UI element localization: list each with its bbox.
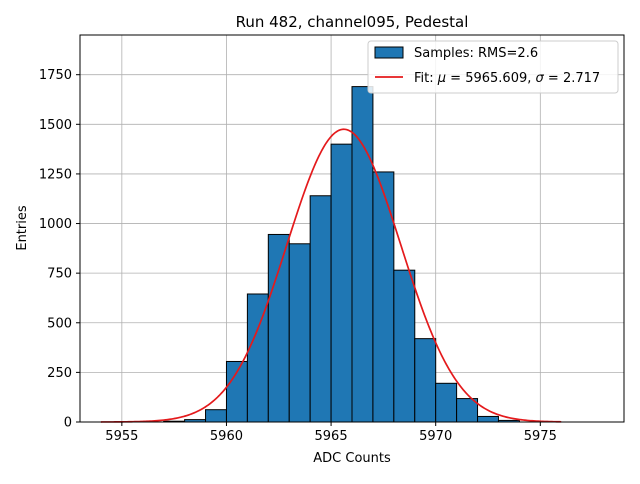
legend-fit-sep: , bbox=[527, 71, 535, 86]
histogram-bar bbox=[435, 382, 458, 423]
y-tick-label: 1250 bbox=[39, 167, 72, 182]
histogram-bar bbox=[372, 171, 395, 423]
gaussian-fit-line bbox=[100, 128, 562, 423]
histogram-bar bbox=[414, 338, 437, 423]
x-tick-label: 5960 bbox=[210, 429, 243, 444]
histogram-bar bbox=[246, 293, 269, 423]
y-axis-label: Entries bbox=[15, 205, 30, 251]
legend-fit-mu-symbol: μ bbox=[437, 71, 446, 86]
legend-fit-sigma-eq: = bbox=[544, 71, 563, 86]
histogram-bar bbox=[288, 243, 311, 423]
legend-samples-swatch bbox=[374, 46, 404, 59]
histogram-bar bbox=[351, 86, 374, 423]
histogram-bar bbox=[393, 269, 416, 423]
plot-frame bbox=[79, 34, 625, 423]
x-tick-label: 5955 bbox=[105, 429, 138, 444]
y-tick-label: 0 bbox=[64, 416, 72, 431]
legend-box bbox=[367, 40, 619, 94]
legend-fit-prefix: Fit: bbox=[414, 71, 438, 86]
y-tick-label: 1750 bbox=[39, 68, 72, 83]
legend-fit-mu-eq: = bbox=[446, 71, 465, 86]
x-axis-ticks: 5955 5960 5965 5970 5975 bbox=[105, 422, 557, 444]
x-tick-label: 5965 bbox=[315, 429, 348, 444]
legend-fit-sigma-symbol: σ bbox=[536, 71, 545, 86]
histogram-bar bbox=[309, 195, 332, 423]
legend: Samples: RMS=2.6 Fit: μ = 5965.609, σ = … bbox=[367, 40, 619, 94]
y-tick-label: 250 bbox=[47, 366, 72, 381]
histogram-bar bbox=[477, 415, 499, 423]
y-axis-ticks: 0 250 500 750 1000 1250 1500 1750 bbox=[39, 68, 80, 431]
chart-title: Run 482, channel095, Pedestal bbox=[236, 13, 469, 31]
fit-curve-group bbox=[100, 128, 562, 423]
legend-fit-sigma-value: 2.717 bbox=[563, 71, 600, 86]
y-tick-label: 750 bbox=[47, 267, 72, 282]
x-axis-label: ADC Counts bbox=[313, 451, 391, 466]
histogram-bar bbox=[205, 409, 227, 423]
x-tick-label: 5975 bbox=[524, 429, 557, 444]
legend-fit-label: Fit: μ = 5965.609, σ = 2.717 bbox=[414, 71, 600, 86]
histogram-bars bbox=[163, 86, 520, 423]
y-tick-label: 500 bbox=[47, 316, 72, 331]
legend-fit-mu-value: 5965.609 bbox=[465, 71, 527, 86]
x-tick-label: 5970 bbox=[419, 429, 452, 444]
histogram-bar bbox=[267, 233, 290, 423]
y-tick-label: 1500 bbox=[39, 118, 72, 133]
y-tick-label: 1000 bbox=[39, 217, 72, 232]
legend-samples-label: Samples: RMS=2.6 bbox=[414, 46, 538, 61]
histogram-bar bbox=[330, 143, 353, 423]
